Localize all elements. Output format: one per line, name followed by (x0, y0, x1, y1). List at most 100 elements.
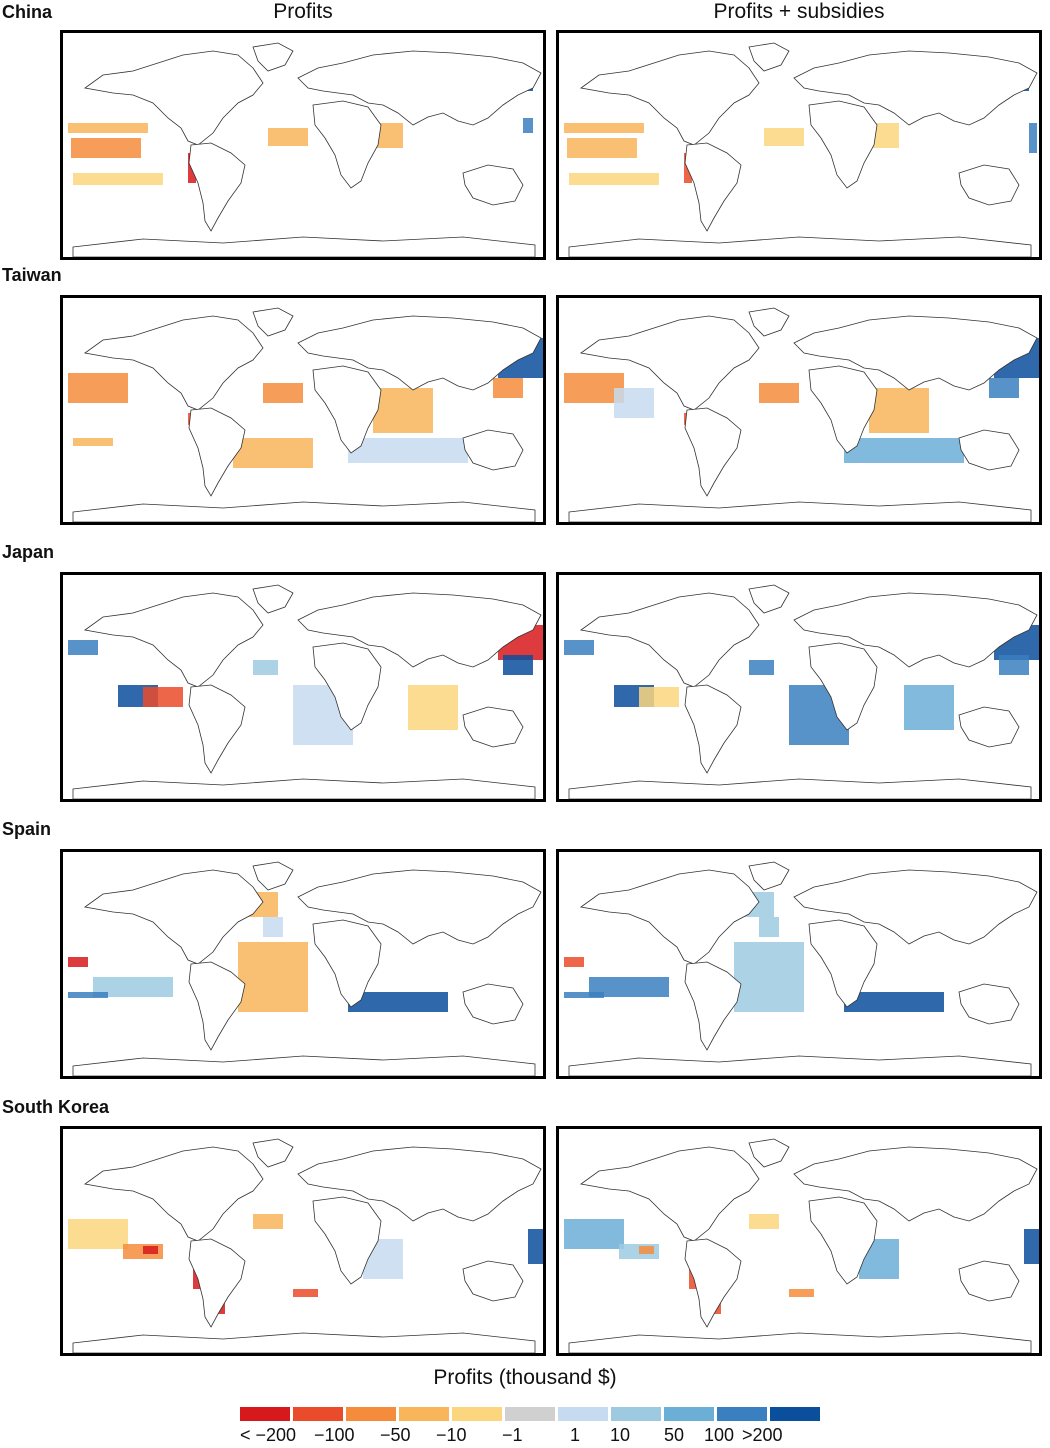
profit-patch (759, 383, 799, 403)
legend-swatch (611, 1407, 661, 1421)
profit-patch (989, 378, 1019, 398)
coastline (252, 1138, 294, 1168)
coastline (580, 869, 760, 965)
coastline (580, 592, 760, 688)
map-panel-taiwan-profits (60, 295, 546, 525)
profit-patch (193, 1269, 201, 1289)
profit-patch (93, 977, 173, 997)
coastline (84, 1146, 264, 1242)
coastline (462, 983, 524, 1025)
profit-patch (1024, 1229, 1039, 1264)
world-map (68, 861, 542, 1076)
map-panel-japan-profits_subsidies (556, 572, 1042, 802)
profit-patch (749, 660, 774, 675)
profit-patch (233, 438, 313, 468)
coastline (568, 1332, 1032, 1353)
legend-swatch (505, 1407, 555, 1421)
coastline (748, 307, 790, 337)
legend-tick-label: 50 (664, 1425, 685, 1445)
coastline (72, 778, 536, 799)
legend-swatch (399, 1407, 449, 1421)
coastline (297, 1146, 542, 1222)
profit-patch (73, 438, 113, 446)
legend-tick-label: 10 (610, 1425, 631, 1445)
coastline (188, 961, 246, 1051)
profit-patch (253, 1214, 283, 1229)
profit-patch (764, 128, 804, 146)
coastline (297, 315, 542, 391)
coastline (84, 315, 264, 411)
coastline (793, 315, 1038, 391)
legend-swatch (240, 1407, 290, 1421)
coastline (312, 100, 382, 189)
coastline (684, 142, 742, 232)
coastline (748, 584, 790, 614)
profit-patch (68, 957, 88, 967)
world-map (68, 1138, 543, 1353)
profit-patch (689, 1269, 697, 1289)
legend-tick-label: −10 (436, 1425, 467, 1445)
profit-patch (1029, 123, 1037, 153)
coastline (748, 1138, 790, 1168)
coastline (958, 429, 1020, 471)
world-map (564, 584, 1039, 799)
profit-patch (759, 917, 779, 937)
profit-patch (999, 655, 1029, 675)
coastline (188, 1238, 246, 1328)
world-map (564, 1138, 1039, 1353)
profit-patch (293, 1289, 318, 1297)
world-map (564, 861, 1038, 1076)
profit-patch (68, 373, 128, 403)
coastline (793, 50, 1038, 126)
coastline (793, 592, 1038, 668)
profit-patch (143, 687, 183, 707)
legend-swatch (664, 1407, 714, 1421)
coastline (188, 142, 246, 232)
profit-patch (263, 917, 283, 937)
profit-patch (904, 685, 954, 730)
coastline (684, 407, 742, 497)
profit-patch (589, 977, 669, 997)
coastline (568, 778, 1032, 799)
profit-patch (844, 438, 964, 463)
column-title-profits: Profits (273, 0, 333, 23)
profit-patch (268, 128, 308, 146)
profit-patch (564, 1219, 624, 1249)
profit-patch (749, 1214, 779, 1229)
profit-patch (503, 655, 533, 675)
coastline (958, 164, 1020, 206)
map-panel-south_korea-profits (60, 1126, 546, 1356)
legend-tick-label: >200 (742, 1425, 783, 1445)
map-panel-south_korea-profits_subsidies (556, 1126, 1042, 1356)
legend-tick-label: −100 (314, 1425, 355, 1445)
profit-patch (569, 173, 659, 185)
coastline (84, 592, 264, 688)
coastline (297, 592, 542, 668)
coastline (684, 961, 742, 1051)
profit-patch (528, 1229, 543, 1264)
profit-patch (73, 173, 163, 185)
map-panel-china-profits_subsidies (556, 30, 1042, 260)
profit-patch (789, 1289, 814, 1297)
profit-patch (564, 640, 594, 655)
row-label-taiwan: Taiwan (2, 265, 62, 285)
coastline (808, 642, 878, 731)
coastline (793, 869, 1038, 945)
row-label-spain: Spain (2, 819, 52, 839)
profit-patch (523, 118, 533, 133)
profit-patch (68, 640, 98, 655)
legend-tick-label: −1 (502, 1425, 523, 1445)
row-label-china: China (2, 2, 53, 22)
coastline (808, 1196, 878, 1285)
profit-patch (263, 383, 303, 403)
profit-patch (844, 992, 944, 1012)
profit-patch (68, 992, 108, 998)
coastline (297, 869, 542, 945)
coastline (958, 1260, 1020, 1302)
coastline (312, 1196, 382, 1285)
legend-swatch (717, 1407, 767, 1421)
coastline (297, 50, 542, 126)
coastline (793, 1146, 1038, 1222)
profit-patch (567, 138, 637, 158)
legend-color-bar (240, 1407, 823, 1421)
